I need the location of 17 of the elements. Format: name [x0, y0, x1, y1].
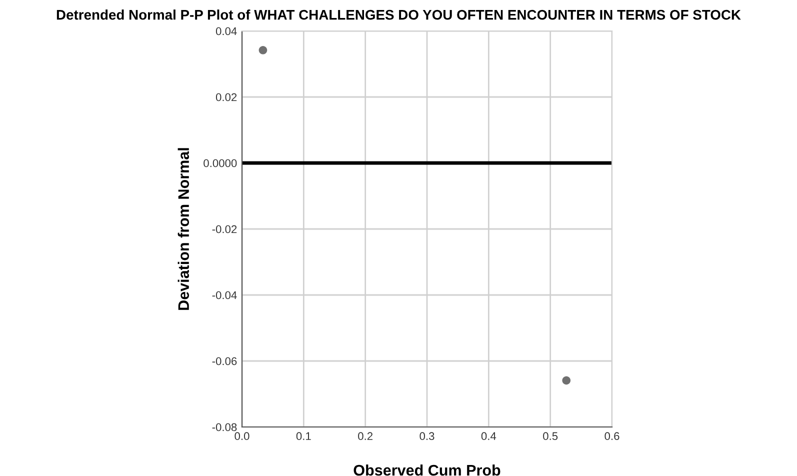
y-tick-label: -0.02: [212, 225, 237, 234]
y-axis-title: Deviation from Normal: [178, 148, 190, 310]
x-axis-title: Observed Cum Prob: [354, 464, 500, 476]
y-tick-label: -0.04: [212, 291, 237, 300]
y-tick-label: 0.0000: [204, 159, 237, 168]
x-tick-label: 0.1: [296, 432, 311, 440]
chart-title: Detrended Normal P-P Plot of WHAT CHALLENGES DO YOU OFTEN ENCOUNTER IN TERMS OF STOCK: [56, 10, 741, 20]
x-tick-label: 0.3: [420, 432, 434, 440]
x-tick-label: 0.4: [481, 432, 496, 440]
y-tick-label: 0.02: [216, 93, 237, 102]
x-tick-label: 0.2: [358, 432, 372, 440]
x-tick-label: 0.0: [234, 432, 250, 440]
x-tick-label: 0.5: [543, 432, 558, 440]
y-tick-label: 0.04: [216, 27, 237, 36]
y-tick-label: -0.06: [212, 357, 237, 366]
y-tick-label: -0.08: [212, 423, 237, 432]
x-tick-label: 0.6: [604, 432, 620, 440]
